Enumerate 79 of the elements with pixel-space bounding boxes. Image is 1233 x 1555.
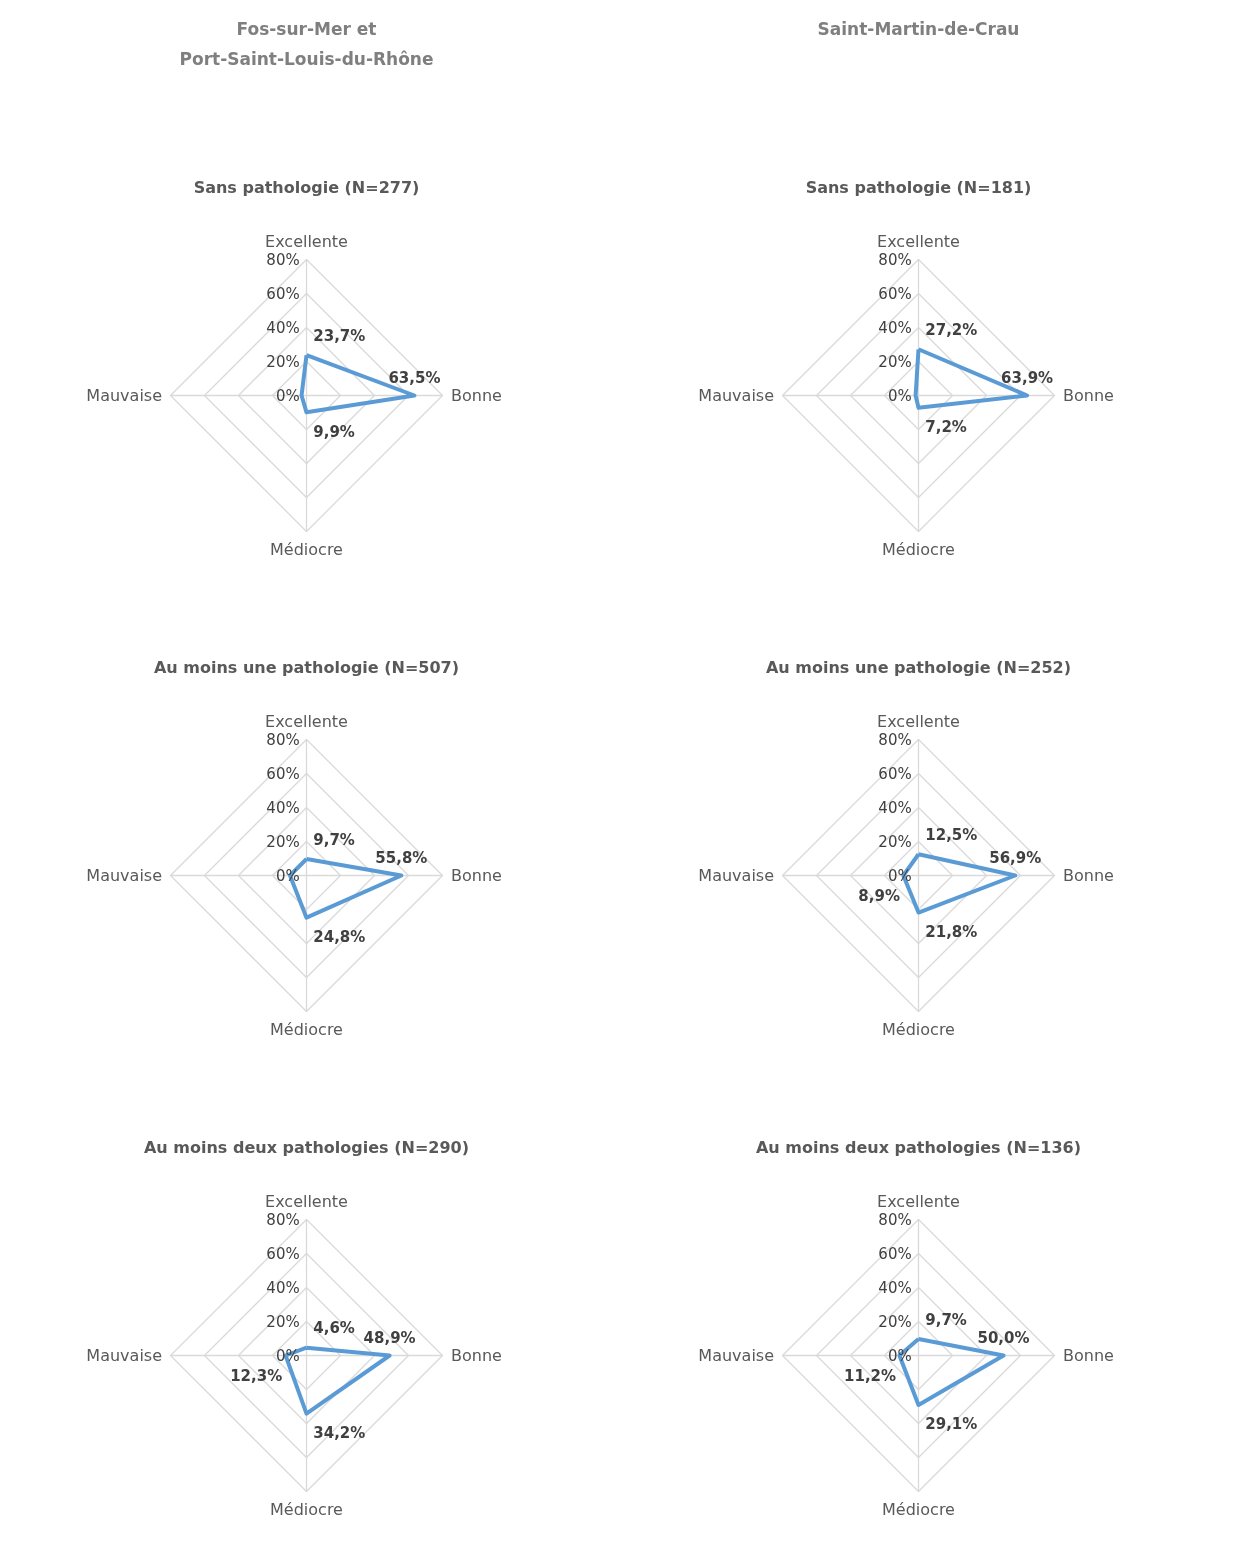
- chart-title: Sans pathologie (N=181): [805, 178, 1032, 197]
- spoke-label: Médiocre: [882, 1020, 955, 1039]
- data-label: 24,8%: [313, 927, 366, 946]
- y-tick-label: 40%: [266, 798, 300, 817]
- y-tick-label: 80%: [878, 730, 912, 749]
- y-tick-label: 20%: [878, 832, 912, 851]
- data-label: 8,9%: [858, 887, 900, 906]
- spoke-label: Bonne: [451, 386, 502, 405]
- y-tick-label: 20%: [266, 1312, 300, 1331]
- y-tick-label: 40%: [878, 318, 912, 337]
- data-label: 50,0%: [977, 1329, 1030, 1347]
- y-tick-label: 20%: [266, 832, 300, 851]
- data-label: 34,2%: [313, 1423, 366, 1442]
- spoke-label: Médiocre: [882, 1500, 955, 1519]
- data-label: 56,9%: [989, 849, 1042, 867]
- y-tick-label: 20%: [878, 352, 912, 371]
- y-tick-label: 40%: [266, 1278, 300, 1297]
- spoke-label: Bonne: [451, 866, 502, 885]
- data-label: 7,2%: [925, 417, 967, 436]
- y-tick-label: 0%: [275, 386, 300, 405]
- data-label: 9,9%: [313, 422, 355, 441]
- y-tick-label: 60%: [266, 764, 300, 783]
- y-tick-label: 40%: [266, 318, 300, 337]
- spoke-label: Excellente: [877, 1192, 960, 1211]
- spoke-label: Mauvaise: [86, 1346, 163, 1365]
- y-tick-label: 80%: [878, 250, 912, 269]
- spoke-label: Mauvaise: [86, 386, 163, 405]
- spoke-label: Médiocre: [270, 1500, 343, 1519]
- spoke-label: Mauvaise: [698, 386, 775, 405]
- chart-title: Au moins une pathologie (N=252): [765, 658, 1072, 677]
- data-label: 27,2%: [925, 321, 978, 340]
- y-tick-label: 80%: [266, 250, 300, 269]
- spoke-label: Médiocre: [882, 540, 955, 559]
- chart-title: Au moins deux pathologies (N=136): [755, 1138, 1082, 1157]
- data-label: 4,6%: [313, 1319, 355, 1338]
- spoke-label: Excellente: [877, 232, 960, 251]
- spoke-label: Mauvaise: [698, 1346, 775, 1365]
- chart-title: Au moins deux pathologies (N=290): [143, 1138, 470, 1157]
- y-tick-label: 40%: [878, 798, 912, 817]
- data-label: 55,8%: [375, 849, 428, 867]
- y-tick-label: 40%: [878, 1278, 912, 1297]
- data-label: 9,7%: [925, 1310, 967, 1329]
- spoke-label: Médiocre: [270, 540, 343, 559]
- y-tick-label: 80%: [266, 1210, 300, 1229]
- y-tick-label: 20%: [878, 1312, 912, 1331]
- y-tick-label: 60%: [878, 284, 912, 303]
- data-label: 21,8%: [925, 922, 978, 941]
- y-tick-label: 20%: [266, 352, 300, 371]
- data-label: 12,3%: [230, 1367, 283, 1386]
- data-label: 12,5%: [925, 826, 978, 845]
- spoke-label: Excellente: [265, 1192, 348, 1211]
- y-tick-label: 0%: [887, 386, 912, 405]
- y-tick-label: 60%: [266, 1244, 300, 1263]
- y-tick-label: 80%: [266, 730, 300, 749]
- y-tick-label: 60%: [878, 1244, 912, 1263]
- y-tick-label: 60%: [878, 764, 912, 783]
- spoke-label: Bonne: [451, 1346, 502, 1365]
- y-tick-label: 60%: [266, 284, 300, 303]
- spoke-label: Bonne: [1063, 386, 1114, 405]
- chart-title: Au moins une pathologie (N=507): [153, 658, 460, 677]
- text: Fos-sur-Mer et Port-Saint-Louis-du-Rhône: [179, 18, 434, 69]
- spoke-label: Médiocre: [270, 1020, 343, 1039]
- data-label: 23,7%: [313, 327, 366, 346]
- spoke-label: Excellente: [877, 712, 960, 731]
- spoke-label: Mauvaise: [698, 866, 775, 885]
- text: Saint-Martin-de-Crau: [817, 18, 1020, 39]
- chart-title: Sans pathologie (N=277): [193, 178, 420, 197]
- spoke-label: Bonne: [1063, 866, 1114, 885]
- data-label: 48,9%: [363, 1329, 416, 1347]
- spoke-label: Bonne: [1063, 1346, 1114, 1365]
- data-label: 9,7%: [313, 830, 355, 849]
- data-label: 29,1%: [925, 1415, 978, 1434]
- spoke-label: Mauvaise: [86, 866, 163, 885]
- spoke-label: Excellente: [265, 232, 348, 251]
- data-label: 63,5%: [388, 369, 441, 387]
- data-label: 63,9%: [1001, 369, 1054, 387]
- y-tick-label: 80%: [878, 1210, 912, 1229]
- data-label: 11,2%: [844, 1367, 897, 1386]
- spoke-label: Excellente: [265, 712, 348, 731]
